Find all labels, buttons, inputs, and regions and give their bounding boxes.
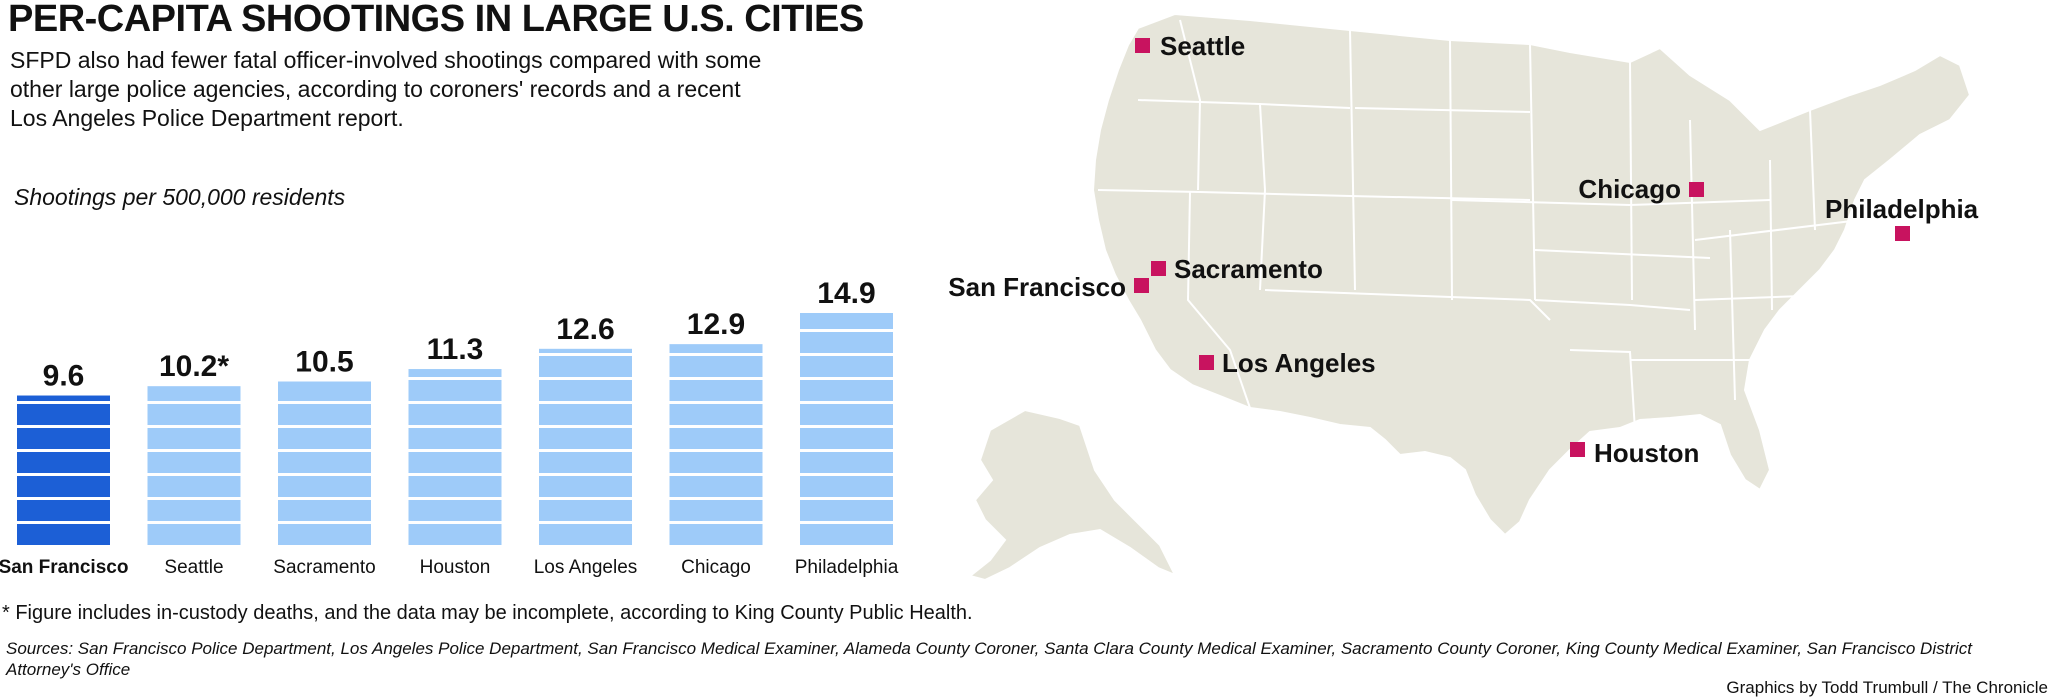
category-label-san-francisco: San Francisco bbox=[0, 557, 128, 578]
bar-stripe bbox=[539, 449, 632, 452]
value-label-chicago: 12.9 bbox=[687, 308, 745, 341]
y-axis-label: Shootings per 500,000 residents bbox=[14, 184, 346, 210]
bar-stripe bbox=[800, 425, 893, 428]
bar-houston bbox=[408, 369, 502, 545]
bar-philadelphia bbox=[800, 313, 893, 545]
bar-stripe bbox=[278, 401, 371, 404]
category-label-sacramento: Sacramento bbox=[273, 557, 375, 578]
bar-stripe bbox=[539, 353, 632, 356]
bar-stripe bbox=[800, 353, 893, 356]
us-map: Seattle Chicago Philadelphia Sacramento … bbox=[948, 12, 1979, 582]
bar-stripe bbox=[669, 449, 763, 452]
bar-stripe bbox=[408, 449, 502, 452]
bar-stripe bbox=[17, 473, 110, 476]
bar-stripe bbox=[800, 521, 893, 524]
marker-sacramento bbox=[1151, 261, 1166, 276]
chart-subtitle: SFPD also had fewer fatal officer-involv… bbox=[10, 47, 762, 131]
bar-stripe bbox=[408, 473, 502, 476]
state-borders bbox=[1097, 19, 1861, 431]
bar-sacramento bbox=[278, 381, 371, 545]
bar-stripe bbox=[147, 449, 241, 452]
marker-chicago bbox=[1689, 182, 1704, 197]
bar-stripe bbox=[800, 329, 893, 332]
footnote: * Figure includes in-custody deaths, and… bbox=[2, 602, 973, 624]
city-markers bbox=[1134, 38, 1910, 457]
marker-philadelphia bbox=[1895, 226, 1910, 241]
contiguous-us-shape bbox=[1091, 12, 1972, 537]
marker-houston bbox=[1570, 442, 1585, 457]
chart-title: PER-CAPITA SHOOTINGS IN LARGE U.S. CITIE… bbox=[8, 0, 864, 40]
bar-stripe bbox=[17, 497, 110, 500]
bar-stripe bbox=[408, 497, 502, 500]
map-land bbox=[967, 12, 1972, 582]
value-label-san-francisco: 9.6 bbox=[43, 360, 85, 393]
bar-stripe bbox=[669, 377, 763, 380]
marker-los-angeles bbox=[1199, 355, 1214, 370]
bar-stripe bbox=[539, 425, 632, 428]
bar-stripe bbox=[539, 401, 632, 404]
bar-stripe bbox=[408, 401, 502, 404]
bar-seattle bbox=[147, 386, 241, 545]
label-san-francisco: San Francisco bbox=[948, 272, 1126, 302]
bar-stripe bbox=[539, 497, 632, 500]
city-labels: Seattle Chicago Philadelphia Sacramento … bbox=[948, 31, 1978, 468]
bar-stripe bbox=[539, 377, 632, 380]
value-label-los-angeles: 12.6 bbox=[556, 313, 614, 346]
category-label-philadelphia: Philadelphia bbox=[795, 557, 899, 578]
bar-stripe bbox=[278, 425, 371, 428]
bar-stripe bbox=[669, 353, 763, 356]
value-label-houston: 11.3 bbox=[427, 333, 484, 366]
label-houston: Houston bbox=[1594, 438, 1699, 468]
bar-stripe bbox=[147, 401, 241, 404]
label-philadelphia: Philadelphia bbox=[1825, 194, 1979, 224]
label-los-angeles: Los Angeles bbox=[1222, 348, 1376, 378]
bar-stripe bbox=[539, 473, 632, 476]
bar-chart: 9.6 San Francisco 10.2* Seattle 10.5 Sacramen… bbox=[0, 277, 899, 578]
category-label-los-angeles: Los Angeles bbox=[534, 557, 638, 578]
bar-stripe bbox=[669, 473, 763, 476]
bar-stripe bbox=[669, 401, 763, 404]
bar-stripe bbox=[278, 449, 371, 452]
category-label-chicago: Chicago bbox=[681, 557, 751, 578]
bar-stripe bbox=[800, 449, 893, 452]
value-label-seattle: 10.2* bbox=[159, 350, 229, 383]
value-label-philadelphia: 14.9 bbox=[817, 277, 875, 310]
bar-stripe bbox=[800, 497, 893, 500]
bar-stripe bbox=[17, 401, 110, 404]
label-sacramento: Sacramento bbox=[1174, 254, 1323, 284]
bar-stripe bbox=[278, 521, 371, 524]
bar-stripe bbox=[669, 425, 763, 428]
marker-seattle bbox=[1135, 38, 1150, 53]
category-label-seattle: Seattle bbox=[164, 557, 223, 578]
label-seattle: Seattle bbox=[1160, 31, 1245, 61]
bar-stripe bbox=[17, 425, 110, 428]
bar-stripe bbox=[147, 425, 241, 428]
bar-stripe bbox=[17, 449, 110, 452]
bar-stripe bbox=[539, 521, 632, 524]
bar-san-francisco bbox=[17, 395, 110, 545]
bar-stripe bbox=[800, 377, 893, 380]
label-chicago: Chicago bbox=[1578, 174, 1681, 204]
bar-stripe bbox=[17, 521, 110, 524]
bar-stripe bbox=[669, 497, 763, 500]
bar-stripe bbox=[408, 377, 502, 380]
credit: Graphics by Todd Trumbull / The Chronicl… bbox=[1726, 678, 2048, 697]
bar-stripe bbox=[408, 521, 502, 524]
bar-chicago bbox=[669, 344, 763, 545]
bar-stripe bbox=[278, 473, 371, 476]
bar-stripe bbox=[278, 497, 371, 500]
bar-stripe bbox=[669, 521, 763, 524]
bar-los-angeles bbox=[539, 348, 632, 545]
bar-stripe bbox=[800, 401, 893, 404]
bar-stripe bbox=[147, 473, 241, 476]
bar-stripe bbox=[408, 425, 502, 428]
bar-stripe bbox=[147, 521, 241, 524]
sources: Sources: San Francisco Police Department… bbox=[6, 639, 1972, 679]
bar-stripe bbox=[147, 497, 241, 500]
value-label-sacramento: 10.5 bbox=[295, 346, 353, 379]
alaska-shape bbox=[967, 408, 1178, 582]
category-label-houston: Houston bbox=[420, 557, 491, 578]
marker-san-francisco bbox=[1134, 278, 1149, 293]
bar-stripe bbox=[800, 473, 893, 476]
